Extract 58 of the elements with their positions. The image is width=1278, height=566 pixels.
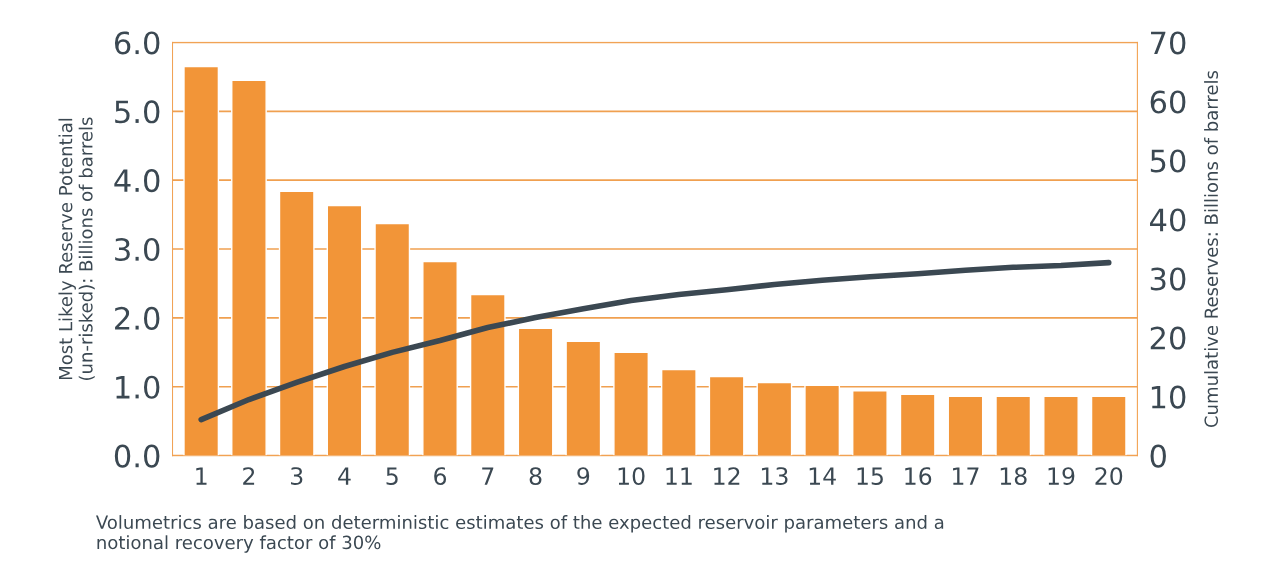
y-tick-label: 1.0 <box>116 375 160 399</box>
y2-tick-label: 20 <box>1150 326 1186 350</box>
y2-tick-label: 60 <box>1150 90 1186 114</box>
y-tick-label: 2.0 <box>115 306 160 330</box>
y-axis-title: Most Likely Reserve Potential (un-risked): Billions of barrels <box>58 117 95 380</box>
bar <box>660 368 697 456</box>
bar <box>422 260 458 456</box>
bar <box>899 393 936 456</box>
y2-tick-label: 10 <box>1151 385 1186 409</box>
y2-tick-label: 70 <box>1151 31 1186 55</box>
x-tick-label: 16 <box>905 467 932 486</box>
x-tick-label: 14 <box>809 467 836 485</box>
y2-tick-label: 30 <box>1150 267 1186 291</box>
y-tick-label: 0.0 <box>114 444 160 468</box>
x-tick-label: 6 <box>434 467 447 486</box>
x-tick-label: 13 <box>761 467 788 486</box>
bar <box>1043 395 1079 456</box>
x-tick-label: 11 <box>666 467 692 485</box>
x-tick-label: 18 <box>1000 467 1027 486</box>
x-tick-label: 10 <box>618 467 645 486</box>
y-tick-label: 4.0 <box>114 169 160 193</box>
bar <box>995 395 1032 456</box>
x-tick-label: 3 <box>291 467 303 486</box>
x-tick-label: 4 <box>338 467 351 485</box>
text: Volumetrics are based on deterministic estimates of the expected reservoir parameters and a notional recovery factor of 30% <box>95 515 944 553</box>
bar <box>469 293 506 456</box>
bar <box>565 340 602 456</box>
x-tick-label: 20 <box>1095 467 1123 486</box>
x-tick-label: 5 <box>386 467 398 486</box>
bar <box>231 79 267 456</box>
y2-tick-label: 50 <box>1150 149 1186 173</box>
bar <box>756 381 793 456</box>
bar <box>947 395 984 456</box>
x-tick-label: 8 <box>529 467 542 486</box>
bar <box>326 204 363 456</box>
x-tick-label: 19 <box>1048 467 1075 486</box>
y-tick-label: 6.0 <box>114 31 160 55</box>
y2-tick-label: 40 <box>1150 208 1186 232</box>
y2-axis-title: Cumulative Reserves: Billions of barrels <box>1204 70 1219 428</box>
bar <box>708 375 745 456</box>
x-tick-label: 7 <box>482 467 494 485</box>
bar <box>278 190 315 456</box>
bar <box>183 65 220 456</box>
bar <box>804 384 841 456</box>
x-tick-label: 12 <box>714 467 740 485</box>
x-tick-label: 15 <box>857 467 883 486</box>
y2-tick-label: 0 <box>1150 444 1166 468</box>
x-tick-label: 17 <box>953 467 979 485</box>
bar <box>613 351 649 456</box>
bar <box>517 327 554 456</box>
bar <box>1090 395 1127 456</box>
bar <box>374 222 411 456</box>
x-tick-label: 9 <box>577 467 590 486</box>
y-tick-label: 5.0 <box>115 100 160 124</box>
bar <box>852 390 888 456</box>
x-tick-label: 2 <box>243 467 255 485</box>
x-tick-label: 1 <box>196 467 207 485</box>
y-tick-label: 3.0 <box>115 237 160 262</box>
